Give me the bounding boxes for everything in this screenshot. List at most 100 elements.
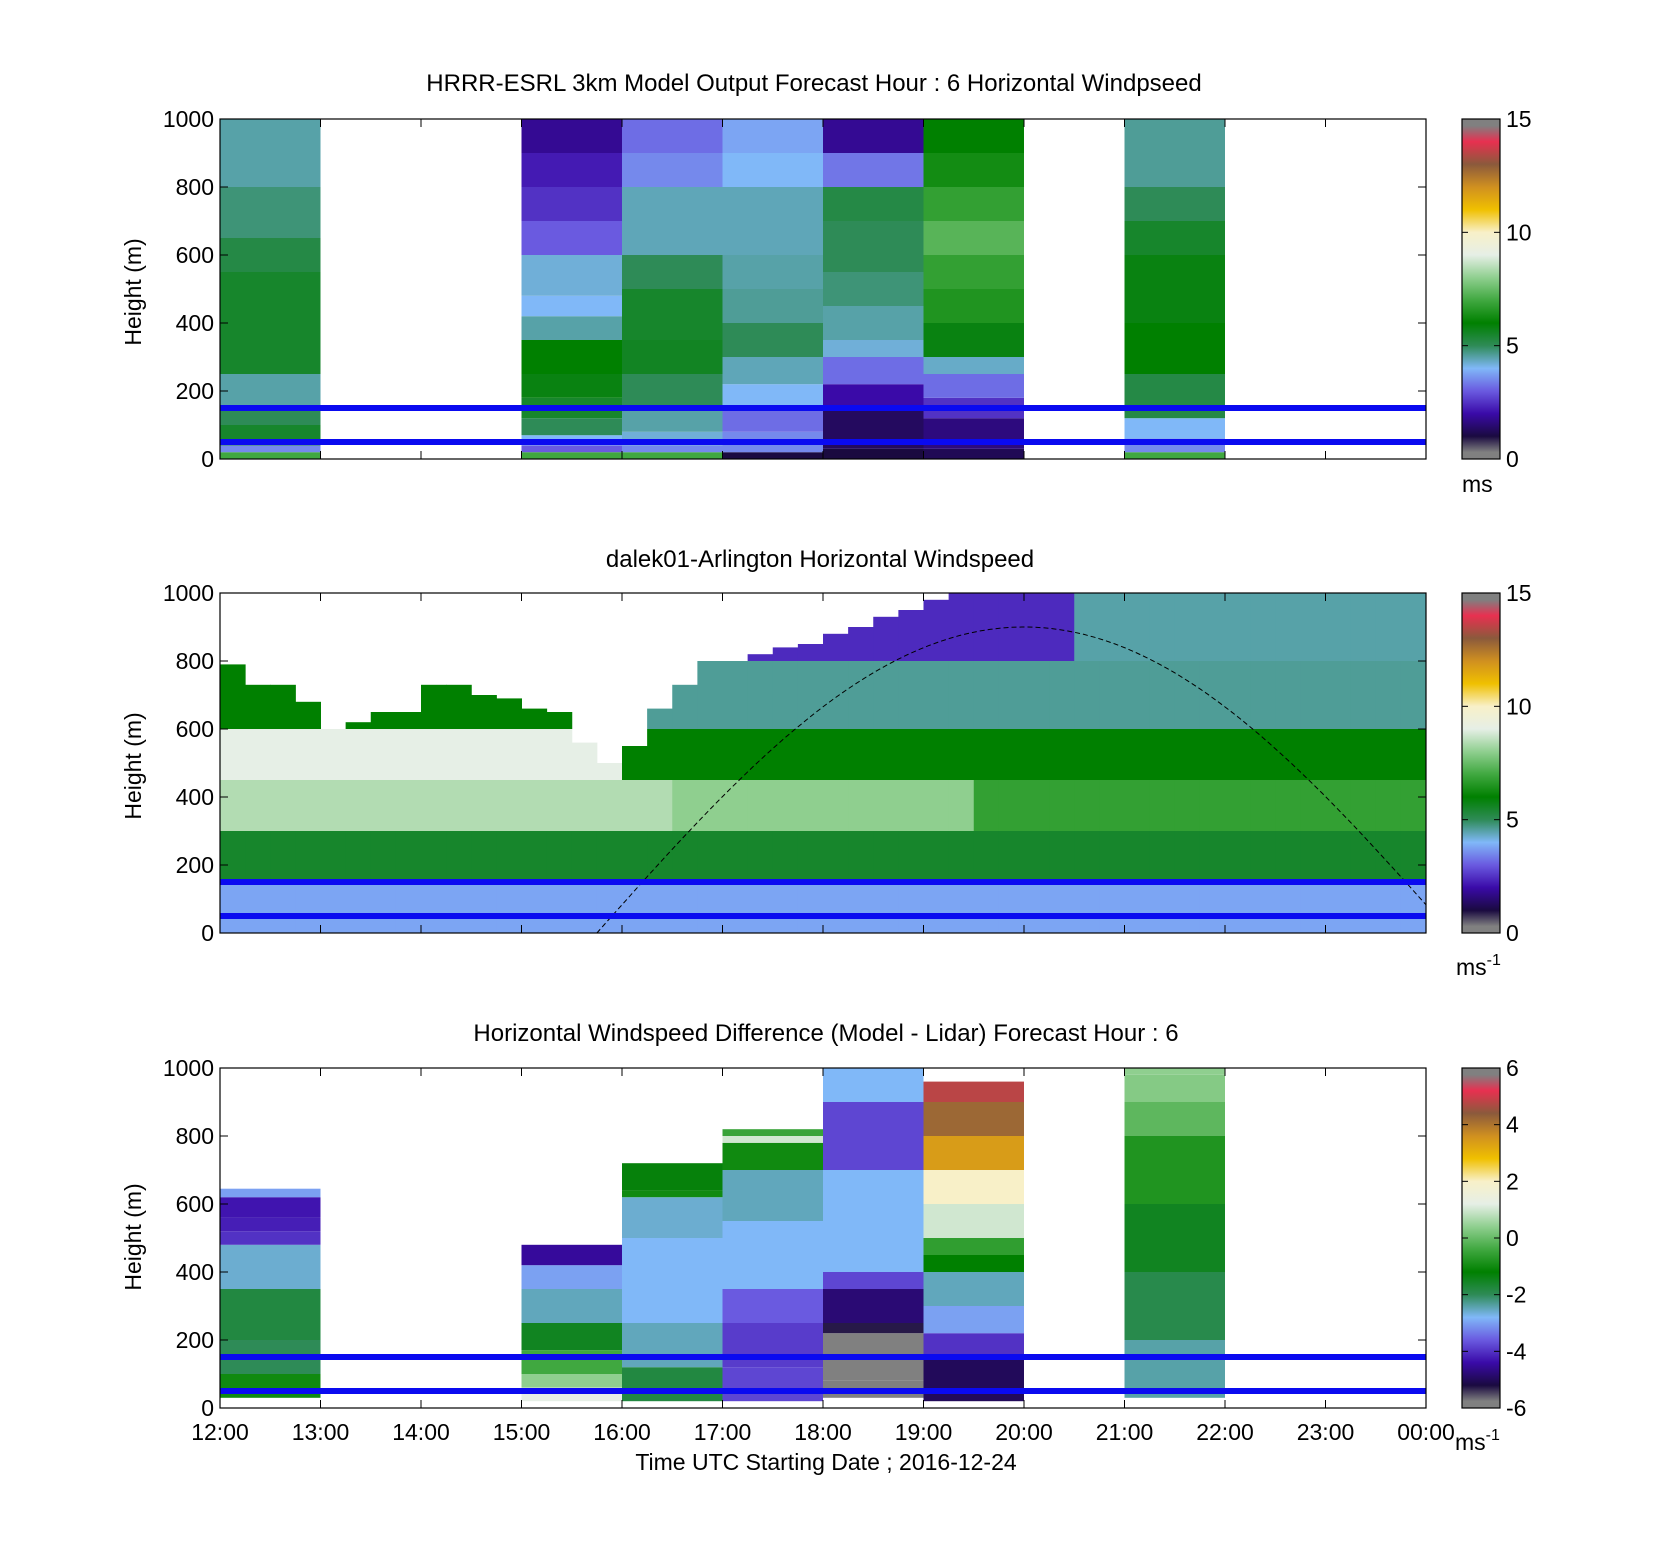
heatmap-cell: [1225, 780, 1251, 831]
heatmap-cell: [923, 882, 950, 933]
y-tick-label: 400: [176, 1259, 214, 1285]
heatmap-cell: [923, 1333, 1024, 1357]
heatmap-cell: [772, 882, 799, 933]
x-tick-label: 18:00: [794, 1419, 852, 1445]
heatmap-cell: [320, 729, 347, 780]
heatmap-cell: [1300, 882, 1326, 933]
heatmap-cell: [220, 408, 321, 425]
heatmap-cell: [1325, 882, 1352, 933]
heatmap-cell: [973, 831, 1000, 882]
heatmap-cell: [1225, 729, 1251, 780]
panel-lidar-ylabel: Height (m): [120, 712, 146, 819]
heatmap-cell: [1074, 661, 1100, 729]
y-tick-label: 600: [176, 242, 214, 268]
heatmap-cell: [446, 729, 472, 780]
heatmap-cell: [220, 445, 321, 453]
panel-lidar-colorbar-label: ms-1: [1456, 952, 1501, 980]
heatmap-cell: [1325, 831, 1352, 882]
panel-difference-colorbar-label: ms-1: [1455, 1427, 1500, 1455]
heatmap-cell: [220, 831, 246, 882]
heatmap-cell: [1375, 729, 1402, 780]
panel-lidar-colorbar-ticks: 0 5 10 15: [1462, 580, 1532, 946]
heatmap-cell: [220, 1289, 321, 1340]
heatmap-cell: [647, 708, 673, 729]
heatmap-cell: [421, 729, 447, 780]
heatmap-cell: [823, 153, 924, 187]
heatmap-cell: [1350, 661, 1377, 729]
heatmap-cell: [823, 882, 849, 933]
heatmap-cell: [1275, 831, 1301, 882]
heatmap-cell: [596, 882, 623, 933]
heatmap-cell: [923, 357, 1024, 374]
heatmap-cell: [220, 1188, 321, 1198]
heatmap-cell: [1124, 221, 1225, 255]
heatmap-cell: [1024, 661, 1050, 729]
heatmap-cell: [1124, 729, 1151, 780]
heatmap-cell: [270, 831, 296, 882]
heatmap-cell: [370, 831, 397, 882]
colorbar-tick-label: 15: [1506, 580, 1532, 606]
y-tick-label: 200: [176, 378, 214, 404]
panel-difference-ylabel: Height (m): [120, 1183, 146, 1290]
heatmap-cell: [923, 1357, 1024, 1402]
heatmap-cell: [622, 445, 723, 453]
heatmap-cell: [1375, 882, 1402, 933]
heatmap-cell: [948, 780, 975, 831]
heatmap-cell: [923, 1204, 1024, 1238]
heatmap-cell: [571, 780, 598, 831]
heatmap-cell: [647, 780, 673, 831]
heatmap-cell: [1250, 882, 1276, 933]
heatmap-cell: [245, 831, 271, 882]
heatmap-cell: [1099, 593, 1125, 661]
heatmap-cell: [722, 882, 749, 933]
heatmap-cell: [873, 661, 899, 729]
heatmap-cell: [320, 780, 347, 831]
heatmap-cell: [697, 882, 723, 933]
heatmap-cell: [471, 695, 497, 729]
heatmap-cell: [898, 831, 924, 882]
heatmap-cell: [923, 831, 950, 882]
heatmap-cell: [697, 780, 723, 831]
heatmap-cell: [1375, 780, 1402, 831]
heatmap-cell: [1149, 882, 1176, 933]
heatmap-cell: [1024, 780, 1050, 831]
heatmap-cell: [1124, 255, 1225, 323]
heatmap-cell: [1400, 831, 1427, 882]
heatmap-cell: [1350, 780, 1377, 831]
heatmap-cell: [1124, 882, 1151, 933]
heatmap-cell: [1325, 780, 1352, 831]
heatmap-cell: [471, 780, 497, 831]
heatmap-cell: [923, 448, 1024, 459]
heatmap-cell: [1375, 593, 1402, 661]
heatmap-cell: [797, 780, 824, 831]
heatmap-cell: [1400, 780, 1427, 831]
heatmap-cell: [923, 289, 1024, 323]
heatmap-cell: [1099, 780, 1125, 831]
heatmap-cell: [220, 374, 321, 408]
heatmap-cell: [1074, 593, 1100, 661]
y-tick-label: 1000: [163, 580, 214, 606]
y-tick-label: 400: [176, 310, 214, 336]
heatmap-cell: [421, 780, 447, 831]
heatmap-cell: [1049, 780, 1075, 831]
heatmap-cell: [395, 729, 422, 780]
heatmap-cell: [823, 448, 924, 459]
heatmap-cell: [848, 661, 874, 729]
heatmap-cell: [823, 1068, 924, 1102]
y-tick-label: 400: [176, 784, 214, 810]
heatmap-cell: [220, 238, 321, 272]
heatmap-cell: [1124, 1068, 1225, 1075]
heatmap-cell: [521, 1244, 622, 1266]
heatmap-cell: [270, 684, 296, 729]
heatmap-cell: [220, 729, 246, 780]
heatmap-cell: [622, 289, 723, 340]
heatmap-cell: [1149, 593, 1176, 661]
heatmap-cell: [1400, 729, 1427, 780]
heatmap-cell: [1375, 831, 1402, 882]
heatmap-cell: [647, 729, 673, 780]
colorbar-tick-label: -2: [1506, 1282, 1526, 1308]
heatmap-cell: [898, 780, 924, 831]
heatmap-cell: [1350, 831, 1377, 882]
heatmap-cell: [797, 831, 824, 882]
heatmap-cell: [521, 452, 622, 459]
